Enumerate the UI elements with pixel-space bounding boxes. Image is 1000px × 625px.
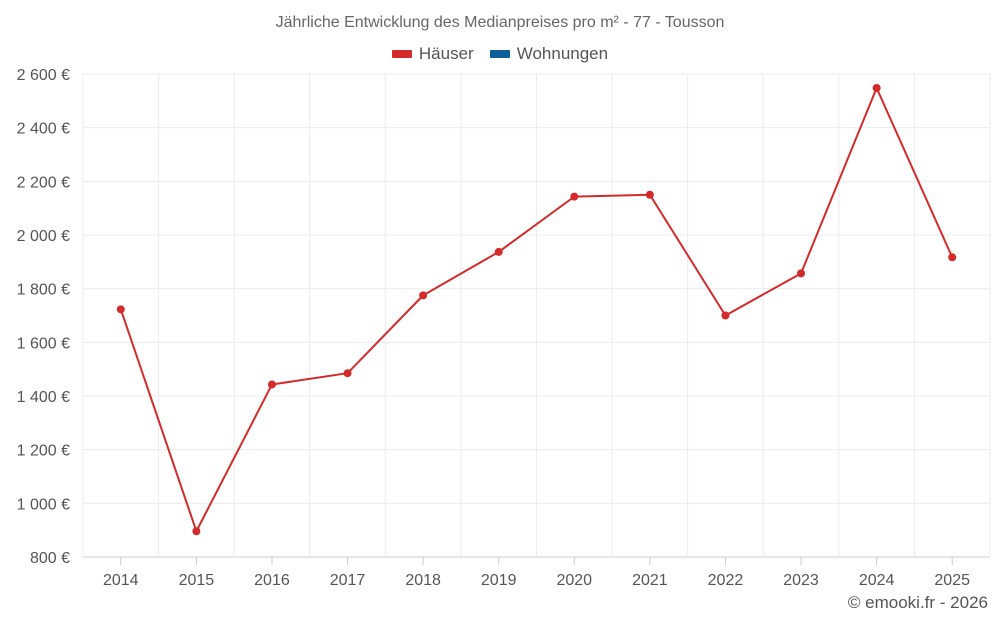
data-point-2024[interactable] (872, 83, 881, 92)
legend-item-wohnungen[interactable]: Wohnungen (489, 44, 609, 64)
grid-lines (82, 73, 991, 558)
x-axis: 2014 2015 2016 2017 2018 2019 2020 2021 2022 2023… (103, 557, 970, 589)
y-axis: 800 € 1 000 € 1 200 € 1 400 € 1 600 € 1 800 €… (17, 67, 70, 567)
legend-item-haeuser[interactable]: Häuser (391, 44, 474, 64)
x-tick-label: 2023 (783, 572, 819, 589)
series-haeuser (116, 83, 957, 536)
y-tick-label: 1 600 € (17, 335, 70, 352)
data-point-2023[interactable] (797, 269, 806, 278)
x-tick-label: 2019 (481, 572, 517, 589)
data-point-2022[interactable] (721, 311, 730, 320)
data-point-2025[interactable] (948, 253, 957, 262)
x-tick-label: 2015 (179, 572, 215, 589)
data-point-2016[interactable] (267, 380, 276, 389)
x-tick-label: 2014 (103, 572, 139, 589)
x-tick-label: 2020 (556, 572, 592, 589)
y-tick-label: 2 600 € (17, 67, 70, 84)
data-point-2019[interactable] (494, 247, 503, 256)
data-point-2018[interactable] (419, 291, 428, 300)
y-tick-label: 1 000 € (17, 496, 70, 513)
x-tick-label: 2021 (632, 572, 668, 589)
data-point-2017[interactable] (343, 369, 352, 378)
y-tick-label: 2 200 € (17, 174, 70, 191)
legend-swatch-haeuser (391, 50, 412, 58)
x-tick-label: 2024 (859, 572, 895, 589)
y-tick-label: 1 200 € (17, 443, 70, 460)
chart-title: Jährliche Entwicklung des Medianpreises … (275, 14, 725, 31)
x-tick-label: 2022 (708, 572, 744, 589)
x-tick-label: 2018 (405, 572, 441, 589)
y-tick-label: 2 400 € (17, 121, 70, 138)
legend: Häuser Wohnungen (0, 44, 1000, 64)
y-tick-label: 800 € (30, 550, 70, 567)
data-point-2020[interactable] (570, 192, 579, 201)
series-line-haeuser (119, 86, 954, 533)
data-point-2021[interactable] (645, 190, 654, 199)
x-tick-label: 2017 (330, 572, 366, 589)
x-tick-label: 2016 (254, 572, 290, 589)
x-tick-label: 2025 (934, 572, 970, 589)
legend-label-haeuser: Häuser (418, 44, 474, 63)
y-tick-label: 2 000 € (17, 228, 70, 245)
data-point-2014[interactable] (116, 305, 125, 314)
legend-label-wohnungen: Wohnungen (516, 44, 609, 63)
copyright: © emooki.fr - 2026 (847, 593, 988, 612)
data-point-2015[interactable] (192, 527, 201, 536)
y-tick-label: 1 800 € (17, 282, 70, 299)
y-tick-label: 1 400 € (17, 389, 70, 406)
legend-swatch-wohnungen (489, 50, 510, 58)
